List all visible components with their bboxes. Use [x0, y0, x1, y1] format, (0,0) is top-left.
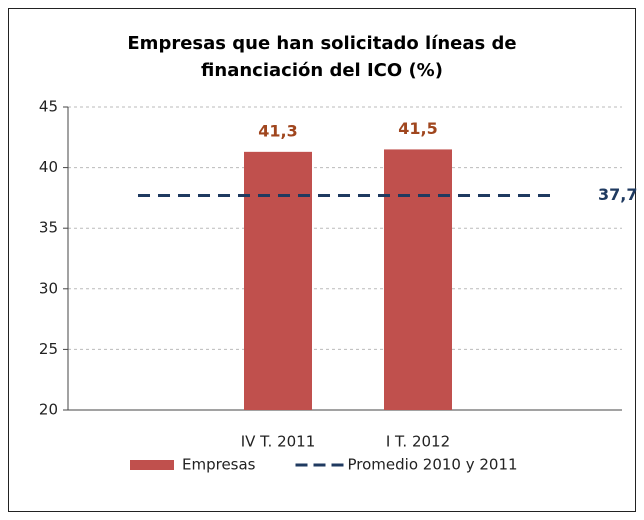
chart-border — [8, 8, 636, 512]
x-tick-label: I T. 2012 — [386, 433, 450, 451]
y-tick-label: 40 — [39, 158, 58, 176]
chart-title: Empresas que han solicitado líneas de fi… — [127, 33, 517, 81]
legend-label: Promedio 2010 y 2011 — [348, 456, 518, 474]
x-tick-label: IV T. 2011 — [241, 433, 316, 451]
legend-label: Empresas — [182, 456, 256, 474]
value-label: 41,5 — [398, 119, 437, 138]
y-tick-label: 20 — [39, 401, 58, 419]
bar — [244, 151, 312, 410]
y-tick-label: 25 — [39, 340, 58, 358]
y-tick-label: 35 — [39, 219, 58, 237]
value-label: 41,3 — [258, 121, 297, 140]
y-tick-label: 45 — [39, 98, 58, 116]
legend-swatch — [130, 460, 174, 470]
bar — [384, 149, 452, 411]
value-label: 37,7 — [598, 185, 637, 204]
y-tick-label: 30 — [39, 279, 58, 297]
